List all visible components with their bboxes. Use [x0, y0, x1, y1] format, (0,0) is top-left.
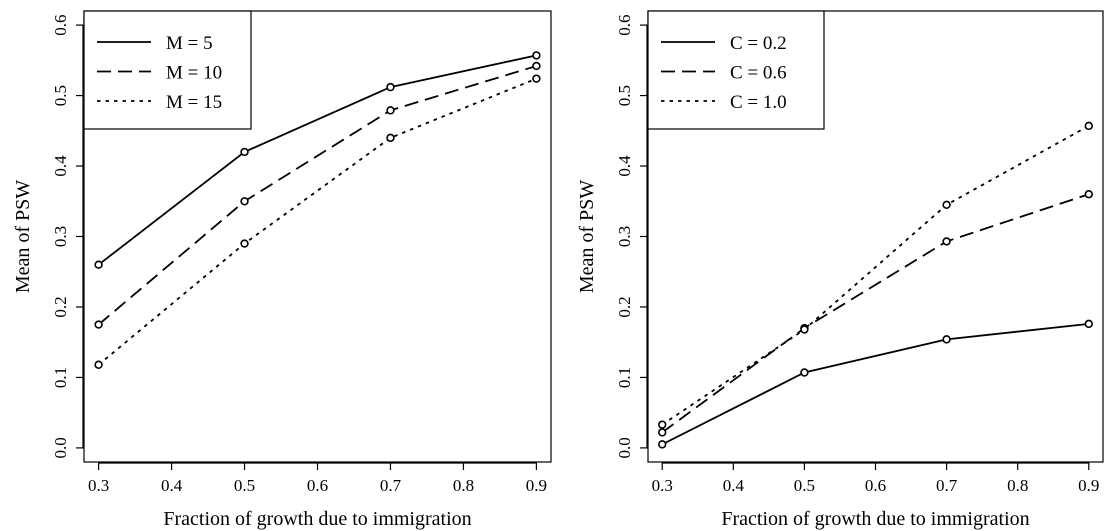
- series-3-point: [942, 200, 951, 209]
- series-2-point: [240, 197, 249, 206]
- series-1-point: [240, 147, 249, 157]
- y-tick-label: 0.4: [51, 155, 70, 177]
- legend-label-1: M = 5: [166, 33, 213, 54]
- series-3-point: [94, 360, 103, 369]
- series-3-point: [386, 133, 395, 143]
- y-tick-label: 0.5: [615, 85, 634, 106]
- y-tick-label: 0.0: [615, 437, 634, 458]
- x-tick-label: 0.6: [865, 476, 886, 495]
- x-tick-label: 0.5: [794, 476, 815, 495]
- y-tick-label: 0.4: [615, 155, 634, 177]
- y-tick-label: 0.5: [51, 85, 70, 106]
- y-tick-label: 0.3: [615, 226, 634, 247]
- x-tick-label: 0.8: [453, 476, 474, 495]
- series-3-point: [532, 74, 541, 83]
- y-tick-label: 0.2: [51, 296, 70, 317]
- x-tick-label: 0.5: [234, 476, 255, 495]
- x-tick-label: 0.7: [380, 476, 402, 495]
- legend-label-3: M = 15: [166, 92, 222, 113]
- legend-label-2: C = 0.6: [730, 63, 787, 84]
- x-tick-label: 0.3: [652, 476, 673, 495]
- series-2-point: [386, 106, 395, 115]
- y-tick-label: 0.6: [51, 14, 70, 35]
- series-1-point: [942, 335, 951, 344]
- x-tick-label: 0.8: [1007, 476, 1028, 495]
- y-tick-label: 0.1: [615, 367, 634, 388]
- left-chart-panel: 0.3 0.4 0.5 0.6 0.7 0.8 0.9 0.0 0.1 0.2 0.3 0.4 0.5 0…: [12, 10, 552, 530]
- x-tick-label: 0.7: [936, 476, 958, 495]
- series-1-point: [1084, 319, 1093, 329]
- legend: M = 5 M = 10 M = 15: [83, 10, 252, 130]
- series-1-point: [532, 51, 541, 60]
- legend: C = 0.2 C = 0.6 C = 1.0: [647, 10, 825, 130]
- right-chart-panel: 0.3 0.4 0.5 0.6 0.7 0.8 0.9 0.0 0.1 0.2 0.3 0.4 0.5 0…: [576, 10, 1104, 530]
- y-axis-title: Mean of PSW: [576, 180, 598, 293]
- series-3-point: [800, 325, 809, 334]
- series-line-3: [661, 125, 1090, 426]
- legend-label-3: C = 1.0: [730, 92, 787, 113]
- y-tick-label: 0.2: [615, 296, 634, 317]
- legend-label-1: C = 0.2: [730, 33, 787, 54]
- y-tick-label: 0.0: [51, 437, 70, 458]
- series-2-point: [1084, 190, 1093, 199]
- y-axis-title: Mean of PSW: [12, 180, 34, 293]
- series-line-3: [98, 77, 537, 366]
- series-1-point: [800, 368, 809, 377]
- x-axis-title: Fraction of growth due to immigration: [163, 508, 471, 530]
- series-1-point: [386, 82, 395, 92]
- series-line-1: [661, 322, 1089, 446]
- series-3-point: [658, 420, 667, 429]
- series-1-point: [94, 260, 103, 269]
- series-line-2: [661, 193, 1090, 434]
- series-2-point: [532, 61, 541, 71]
- series-2-point: [942, 237, 951, 246]
- series-line-1: [98, 54, 537, 266]
- x-tick-label: 0.4: [723, 476, 745, 495]
- series-3-point: [1084, 121, 1093, 131]
- legend-box: [83, 10, 252, 130]
- series-2-point: [94, 320, 103, 329]
- x-tick-label: 0.6: [307, 476, 328, 495]
- x-tick-label: 0.3: [88, 476, 109, 495]
- series-line-2: [98, 65, 537, 326]
- legend-label-2: M = 10: [166, 63, 222, 84]
- x-axis-title: Fraction of growth due to immigration: [721, 508, 1029, 530]
- x-tick-label: 0.9: [526, 476, 547, 495]
- x-tick-label: 0.4: [161, 476, 183, 495]
- series-1-point: [658, 440, 667, 449]
- series-2-point: [658, 428, 667, 437]
- series-3-point: [240, 239, 249, 248]
- y-tick-label: 0.3: [51, 226, 70, 247]
- y-tick-label: 0.1: [51, 367, 70, 388]
- legend-box: [647, 10, 825, 130]
- x-tick-label: 0.9: [1078, 476, 1099, 495]
- y-tick-label: 0.6: [615, 14, 634, 35]
